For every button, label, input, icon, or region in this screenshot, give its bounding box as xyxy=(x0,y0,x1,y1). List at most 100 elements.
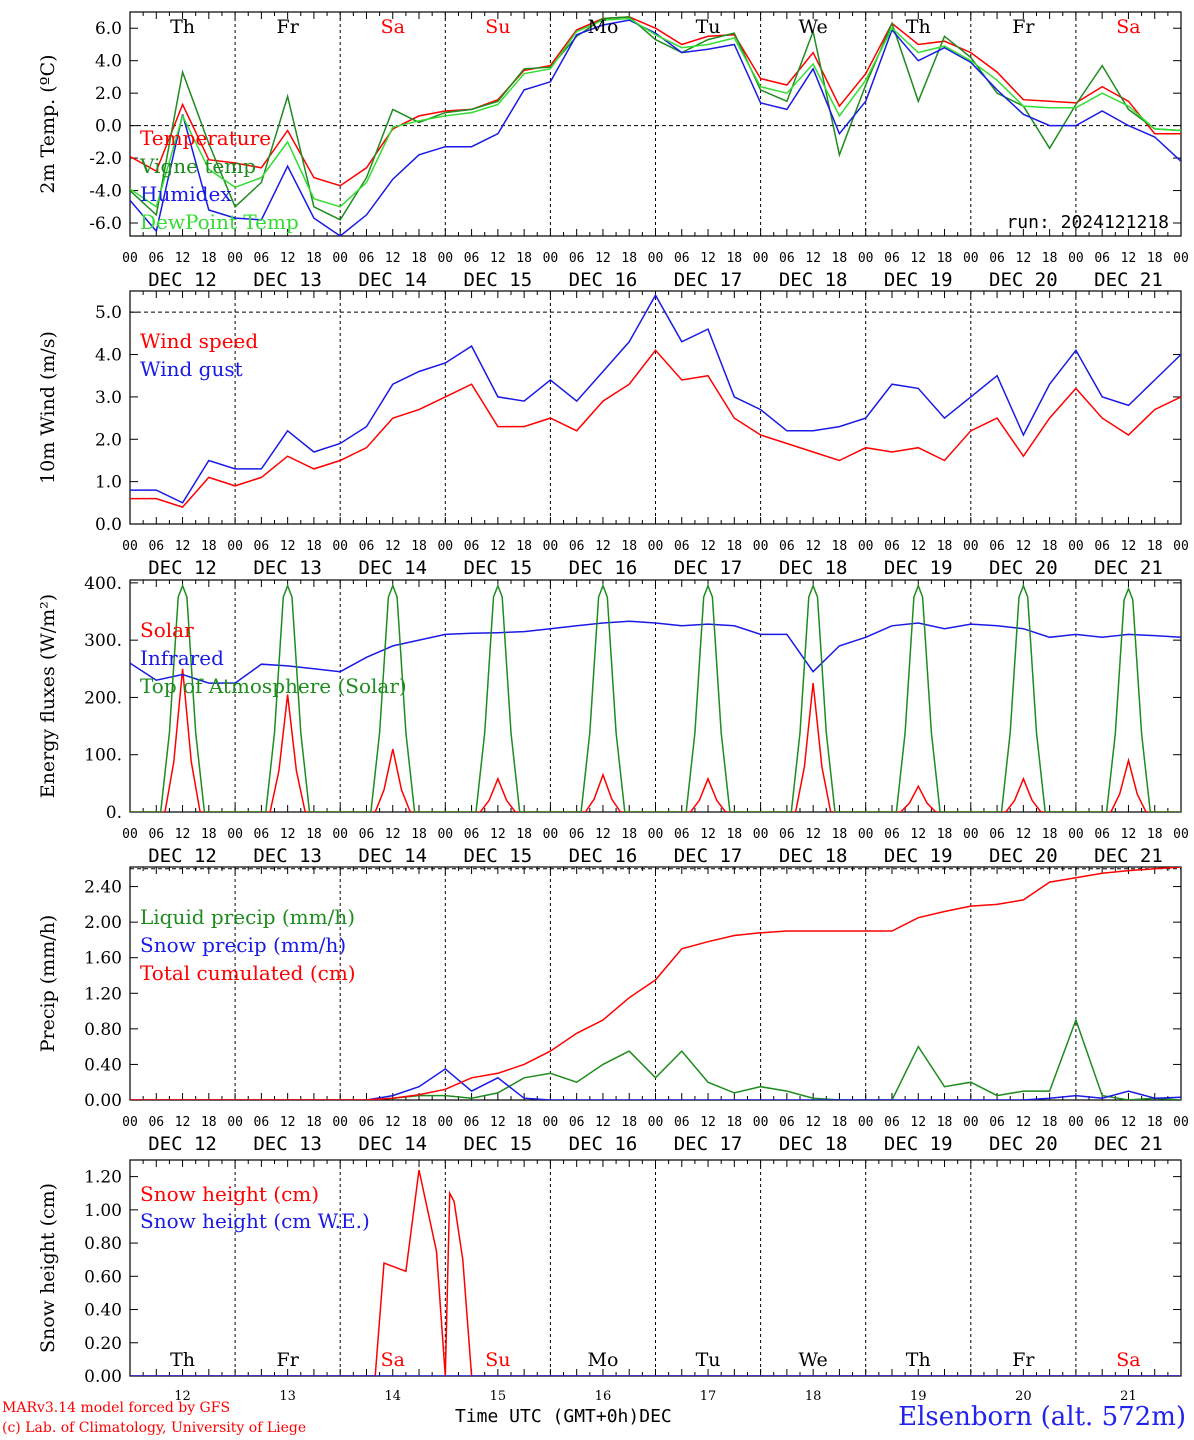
hour-tick-label: 00 xyxy=(543,539,559,554)
hour-tick-label: 06 xyxy=(359,539,375,554)
date-label: DEC 17 xyxy=(674,269,743,291)
hour-tick-label: 18 xyxy=(621,251,637,266)
hour-tick-label: 18 xyxy=(726,827,742,842)
weekday-label: Tu xyxy=(696,1349,721,1371)
y-tick-label: 2.0 xyxy=(95,430,122,450)
hour-tick-label: 00 xyxy=(963,827,979,842)
y-tick-label: 100. xyxy=(84,746,122,766)
hour-tick-label: 18 xyxy=(832,539,848,554)
hour-tick-label: 00 xyxy=(753,827,769,842)
hour-tick-label: 00 xyxy=(227,827,243,842)
weekday-label: Tu xyxy=(696,16,721,38)
hour-tick-label: 12 xyxy=(1016,251,1032,266)
series-line-top-of-atmosphere-solar- xyxy=(130,583,1181,812)
legend-entry: Vigne temp xyxy=(139,154,256,178)
series-line-liquid-precip-mm-h- xyxy=(130,1017,1181,1100)
date-label: DEC 14 xyxy=(358,1133,427,1155)
hour-tick-label: 18 xyxy=(306,251,322,266)
hour-tick-label: 12 xyxy=(910,251,926,266)
series-line-solar xyxy=(130,668,1181,812)
weekday-label: Th xyxy=(906,16,931,38)
hour-tick-label: 06 xyxy=(254,539,270,554)
legend-entry: Wind gust xyxy=(140,357,243,381)
hour-tick-label: 12 xyxy=(280,251,296,266)
y-axis-label: Precip (mm/h) xyxy=(37,915,59,1053)
y-tick-label: 4.0 xyxy=(95,52,122,72)
date-label: DEC 19 xyxy=(884,557,953,579)
x-axis-title: Time UTC (GMT+0h)DEC xyxy=(455,1406,672,1427)
panel-3 xyxy=(129,579,1182,813)
date-label: DEC 16 xyxy=(569,845,638,867)
hour-tick-label: 12 xyxy=(385,251,401,266)
hour-tick-label: 00 xyxy=(1173,251,1189,266)
hour-tick-label: 06 xyxy=(1094,539,1110,554)
y-tick-label: 3.0 xyxy=(95,388,122,408)
hour-tick-label: 18 xyxy=(411,827,427,842)
hour-tick-label: 18 xyxy=(516,539,532,554)
y-tick-label: 0.80 xyxy=(84,1234,122,1254)
legend-entry: Snow height (cm W.E.) xyxy=(140,1209,370,1233)
y-tick-label: 0.0 xyxy=(95,117,122,137)
legend-entry: Snow precip (mm/h) xyxy=(140,933,346,957)
weekday-label: Su xyxy=(485,16,510,38)
hour-tick-label: 18 xyxy=(937,1115,953,1130)
hour-tick-label: 12 xyxy=(805,1115,821,1130)
hour-tick-label: 00 xyxy=(753,539,769,554)
hour-tick-label: 18 xyxy=(306,539,322,554)
hour-tick-label: 12 xyxy=(595,539,611,554)
hour-tick-label: 00 xyxy=(1173,1115,1189,1130)
date-label: 16 xyxy=(595,1389,612,1404)
hour-tick-label: 00 xyxy=(332,251,348,266)
date-label: DEC 14 xyxy=(358,269,427,291)
hour-tick-label: 12 xyxy=(280,539,296,554)
hour-tick-label: 06 xyxy=(779,539,795,554)
date-label: 14 xyxy=(384,1389,401,1404)
date-label: DEC 17 xyxy=(674,1133,743,1155)
y-tick-label: 4.0 xyxy=(95,346,122,366)
date-label: DEC 18 xyxy=(779,557,848,579)
hour-tick-label: 18 xyxy=(411,251,427,266)
y-tick-label: 6.0 xyxy=(95,19,122,39)
hour-tick-label: 12 xyxy=(805,539,821,554)
panel-1 xyxy=(129,11,1182,237)
legend-entry: Liquid precip (mm/h) xyxy=(140,905,355,929)
date-label: DEC 18 xyxy=(779,1133,848,1155)
hour-tick-label: 18 xyxy=(201,539,217,554)
lab-credit: (c) Lab. of Climatology, University of L… xyxy=(2,1420,307,1436)
hour-tick-label: 06 xyxy=(464,539,480,554)
hour-tick-label: 00 xyxy=(963,1115,979,1130)
hour-tick-label: 00 xyxy=(858,539,874,554)
hour-tick-label: 18 xyxy=(201,827,217,842)
y-tick-label: 1.20 xyxy=(84,984,122,1004)
y-axis-label: Energy fluxes (W/m²) xyxy=(37,594,59,798)
legend-entry: Wind speed xyxy=(140,329,258,353)
y-tick-label: 2.00 xyxy=(84,913,122,933)
hour-tick-label: 18 xyxy=(1147,827,1163,842)
date-label: DEC 19 xyxy=(884,845,953,867)
hour-tick-label: 00 xyxy=(543,827,559,842)
hour-tick-label: 00 xyxy=(437,251,453,266)
hour-tick-label: 18 xyxy=(937,251,953,266)
hour-tick-label: 18 xyxy=(516,827,532,842)
date-label: DEC 18 xyxy=(779,845,848,867)
hour-tick-label: 12 xyxy=(595,251,611,266)
series-line-infrared xyxy=(130,620,1181,684)
hour-tick-label: 06 xyxy=(989,827,1005,842)
hour-tick-label: 18 xyxy=(201,251,217,266)
date-label: DEC 20 xyxy=(989,269,1058,291)
hour-tick-label: 12 xyxy=(910,827,926,842)
hour-tick-label: 18 xyxy=(516,251,532,266)
hour-tick-label: 06 xyxy=(779,251,795,266)
hour-tick-label: 06 xyxy=(569,539,585,554)
date-label: 19 xyxy=(910,1389,927,1404)
hour-tick-label: 12 xyxy=(910,539,926,554)
hour-tick-label: 06 xyxy=(148,827,164,842)
hour-tick-label: 00 xyxy=(227,1115,243,1130)
hour-tick-label: 00 xyxy=(1068,1115,1084,1130)
hour-tick-label: 12 xyxy=(1016,827,1032,842)
weekday-label: Sa xyxy=(1116,16,1140,38)
hour-tick-label: 00 xyxy=(227,251,243,266)
legend-entry: DewPoint Temp xyxy=(140,210,299,234)
hour-tick-label: 00 xyxy=(648,827,664,842)
hour-tick-label: 06 xyxy=(674,827,690,842)
